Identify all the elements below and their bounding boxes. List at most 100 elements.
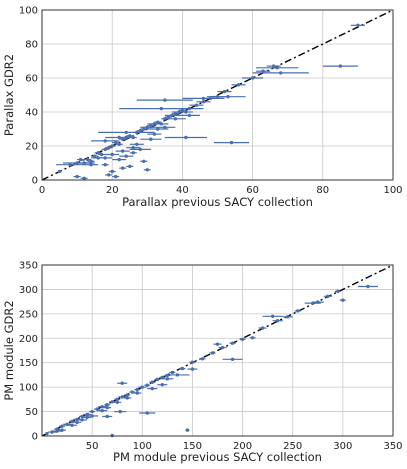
parallax-point-marker (121, 149, 125, 153)
pm-module-x-tick-label: 300 (333, 441, 352, 452)
pm-module-point-marker (140, 385, 144, 389)
parallax-data-point (73, 174, 81, 179)
pm-module-data-point (113, 400, 122, 404)
parallax-point-marker (356, 23, 360, 27)
pm-module-y-tick-label: 250 (19, 309, 38, 320)
parallax-point-marker (110, 144, 114, 148)
pm-module-data-point (185, 428, 190, 432)
pm-module-data-point (282, 315, 293, 319)
parallax-data-point (112, 174, 120, 179)
pm-module-point-marker (250, 336, 255, 340)
pm-module-point-marker (210, 351, 215, 355)
pm-module-point-marker (115, 397, 119, 402)
pm-module-point-marker (336, 289, 340, 294)
parallax-data-point (322, 64, 358, 68)
pm-module-point-marker (120, 381, 124, 385)
pm-module-point-marker (75, 420, 79, 425)
parallax-point-marker (170, 113, 174, 118)
parallax-data-point (98, 130, 155, 135)
parallax-data-point (256, 69, 271, 73)
parallax-data-point (178, 113, 200, 118)
parallax-point-marker (250, 76, 255, 80)
pm-module-x-tick-label: 200 (233, 441, 252, 452)
parallax-data-point (143, 168, 151, 172)
pm-module-point-marker (60, 424, 64, 428)
pm-module-data-point (304, 301, 321, 305)
parallax-point-marker (99, 152, 104, 157)
parallax-data-point (164, 135, 207, 140)
parallax-x-tick-label: 20 (106, 185, 119, 196)
parallax-point-marker (229, 140, 234, 145)
parallax-data-point (140, 137, 162, 141)
parallax-data-point (105, 152, 120, 157)
pm-module-data-point (189, 360, 196, 364)
parallax-data-point (242, 76, 264, 80)
parallax-data-point (217, 89, 232, 94)
pm-module-data-point (165, 373, 190, 377)
parallax-data-point (350, 23, 365, 27)
parallax-point-marker (145, 125, 149, 129)
pm-module-point-marker (220, 345, 225, 350)
parallax-point-marker (156, 127, 160, 131)
parallax-data-point (112, 157, 127, 162)
parallax-x-tick-label: 60 (246, 185, 259, 196)
parallax-point-marker (110, 169, 114, 174)
parallax-point-marker (75, 174, 79, 179)
parallax-data-point (140, 127, 148, 131)
pm-module-y-tick-label: 200 (19, 334, 38, 345)
pm-module-point-marker (275, 318, 280, 323)
pm-module-x-tick-label: 350 (383, 441, 402, 452)
parallax-point-marker (138, 147, 142, 152)
pm-module-data-point (218, 345, 227, 350)
pm-module-y-ticks: 0 50 100 150 200 250 300 350 (19, 261, 38, 443)
parallax-point-marker (138, 129, 142, 133)
pm-module-data-point (123, 396, 132, 400)
parallax-y-tick-label: 100 (19, 6, 38, 17)
pm-module-point-marker (55, 429, 59, 433)
pm-module-data-point (114, 409, 127, 414)
pm-module-point-marker (260, 326, 265, 330)
pm-module-y-tick-label: 0 (32, 432, 38, 443)
parallax-point-marker (226, 95, 230, 99)
pm-module-data-point (147, 386, 158, 391)
parallax-data-point (129, 147, 151, 152)
pm-module-point-marker (80, 418, 84, 422)
pm-module-x-tick-label: 50 (86, 441, 99, 452)
parallax-point-marker (142, 159, 146, 163)
pm-module-data-point (262, 314, 283, 318)
pm-module-data-point (73, 420, 82, 425)
parallax-data-point (154, 125, 176, 129)
pm-module-data-point (334, 289, 341, 294)
parallax-x-tick-label: 40 (176, 185, 189, 196)
pm-module-point-marker (95, 407, 99, 411)
parallax-point-marker (173, 112, 178, 116)
parallax-point-marker (124, 130, 128, 135)
parallax-data-point (101, 163, 109, 167)
parallax-point-marker (103, 163, 107, 167)
parallax-y-tick-label: 20 (25, 142, 38, 153)
pm-module-data-point (209, 351, 216, 355)
parallax-point-marker (82, 176, 86, 180)
pm-module-data-point (117, 381, 128, 385)
parallax-data-point (80, 176, 88, 180)
parallax-point-marker (78, 157, 83, 162)
parallax-data-point (84, 157, 92, 162)
parallax-data-point (84, 163, 99, 167)
parallax-point-marker (145, 168, 149, 172)
pm-module-x-axis-label: PM module previous SACY collection (113, 450, 322, 464)
parallax-data-point (91, 139, 120, 143)
parallax-point-marker (121, 137, 125, 141)
parallax-data-point (213, 140, 250, 145)
parallax-data-point (126, 134, 134, 138)
pm-module-y-tick-label: 100 (19, 383, 38, 394)
pm-module-data-point (94, 407, 101, 411)
pm-module-grid (42, 264, 394, 437)
pm-module-point-marker (215, 342, 220, 346)
parallax-data-point (140, 159, 148, 163)
parallax-data-point (87, 159, 95, 163)
pm-module-data-point (357, 284, 378, 289)
parallax-point-marker (128, 164, 132, 169)
pm-module-point-marker (85, 415, 89, 420)
parallax-data-point (252, 71, 309, 75)
parallax-y-ticks: 0 20 40 60 80 100 (19, 6, 38, 187)
